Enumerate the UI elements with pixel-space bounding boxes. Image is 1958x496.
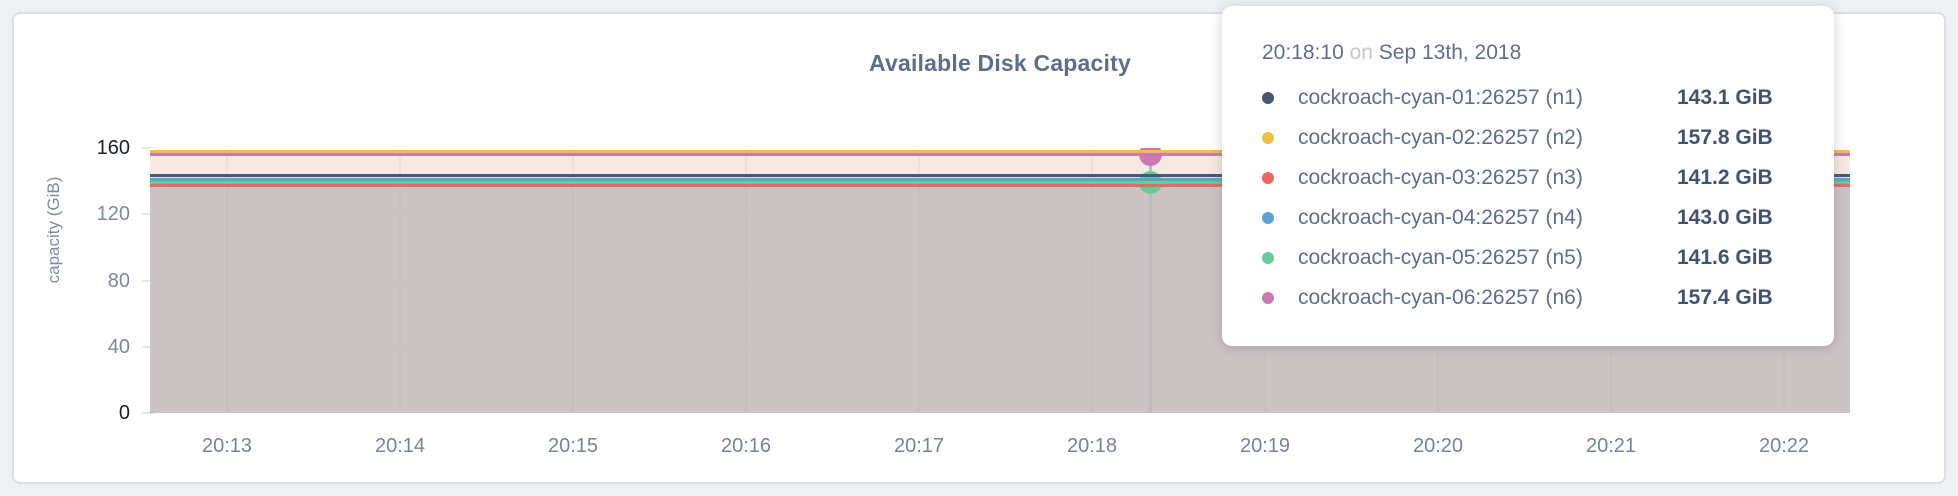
series-line-n5 (150, 180, 1850, 184)
tooltip-series-name: cockroach-cyan-04:26257 (n4) (1298, 206, 1583, 229)
chart-title: Available Disk Capacity (869, 50, 1131, 76)
y-tick-mark (142, 279, 155, 282)
series-color-dot (1262, 212, 1274, 224)
y-tick-label: 0 (118, 402, 130, 424)
tooltip-connector: on (1349, 41, 1373, 64)
tooltip-time: 20:18:10 (1262, 41, 1344, 64)
x-tick-label: 20:17 (893, 435, 945, 457)
horizontal-gridline (150, 213, 1850, 216)
tooltip-series-value: 143.1 GiB (1677, 86, 1773, 109)
tooltip-rows: cockroach-cyan-01:26257 (n1) 143.1 GiB coc… (1262, 78, 1794, 318)
tooltip-series-name: cockroach-cyan-02:26257 (n2) (1298, 126, 1583, 149)
plot-area[interactable] (150, 148, 1850, 413)
y-tick-label: 40 (107, 335, 130, 358)
tooltip-row: cockroach-cyan-03:26257 (n3) 141.2 GiB (1262, 158, 1794, 198)
x-tick-label: 20:20 (1412, 435, 1464, 457)
tooltip-series-name: cockroach-cyan-03:26257 (n3) (1298, 166, 1583, 189)
tooltip-row: cockroach-cyan-06:26257 (n6) 157.4 GiB (1262, 278, 1794, 318)
x-tick-label: 20:21 (1585, 435, 1637, 457)
x-tick-label: 20:15 (547, 435, 599, 457)
y-tick-label: 80 (107, 269, 130, 292)
tooltip-series-value: 143.0 GiB (1677, 206, 1773, 229)
series-line-n6 (150, 153, 1850, 157)
series-color-dot (1262, 92, 1274, 104)
tooltip-row: cockroach-cyan-02:26257 (n2) 157.8 GiB (1262, 118, 1794, 158)
horizontal-gridline (150, 148, 1850, 149)
horizontal-gridline (150, 345, 1850, 348)
hover-guideline (1148, 148, 1152, 413)
tooltip-series-name: cockroach-cyan-06:26257 (n6) (1298, 286, 1583, 309)
y-tick-label: 160 (96, 137, 130, 159)
tooltip-row: cockroach-cyan-01:26257 (n1) 143.1 GiB (1262, 78, 1794, 118)
series-line-n1 (150, 174, 1850, 178)
y-tick-mark (142, 412, 155, 414)
tooltip-series-value: 141.6 GiB (1677, 246, 1773, 269)
y-tick-mark (142, 147, 155, 149)
x-tick-label: 20:22 (1758, 435, 1810, 457)
y-tick-mark (142, 213, 155, 216)
y-axis-label: capacity (GiB) (44, 176, 63, 284)
x-tick-label: 20:19 (1239, 435, 1291, 457)
x-tick-label: 20:16 (720, 435, 772, 457)
y-tick-label: 120 (96, 203, 130, 226)
series-color-dot (1262, 292, 1274, 304)
series-line-n3 (150, 184, 1850, 188)
tooltip-header: 20:18:10 on Sep 13th, 2018 (1262, 40, 1794, 66)
tooltip-series-name: cockroach-cyan-01:26257 (n1) (1298, 86, 1583, 109)
horizontal-gridline (150, 279, 1850, 282)
x-tick-label: 20:18 (1066, 435, 1118, 457)
tooltip-series-value: 157.8 GiB (1677, 126, 1773, 149)
series-color-dot (1262, 172, 1274, 184)
hover-tooltip: 20:18:10 on Sep 13th, 2018 cockroach-cya… (1222, 6, 1834, 346)
tooltip-series-name: cockroach-cyan-05:26257 (n5) (1298, 246, 1583, 269)
tooltip-row: cockroach-cyan-05:26257 (n5) 141.6 GiB (1262, 238, 1794, 278)
y-tick-mark (142, 345, 155, 348)
x-tick-label: 20:13 (201, 435, 253, 457)
tooltip-series-value: 157.4 GiB (1677, 286, 1773, 309)
series-color-dot (1262, 132, 1274, 144)
x-tick-label: 20:14 (374, 435, 426, 457)
series-line-n4 (150, 177, 1850, 181)
tooltip-series-value: 141.2 GiB (1677, 166, 1773, 189)
tooltip-row: cockroach-cyan-04:26257 (n4) 143.0 GiB (1262, 198, 1794, 238)
series-color-dot (1262, 252, 1274, 264)
tooltip-date: Sep 13th, 2018 (1378, 41, 1522, 64)
series-line-n2 (150, 150, 1850, 154)
